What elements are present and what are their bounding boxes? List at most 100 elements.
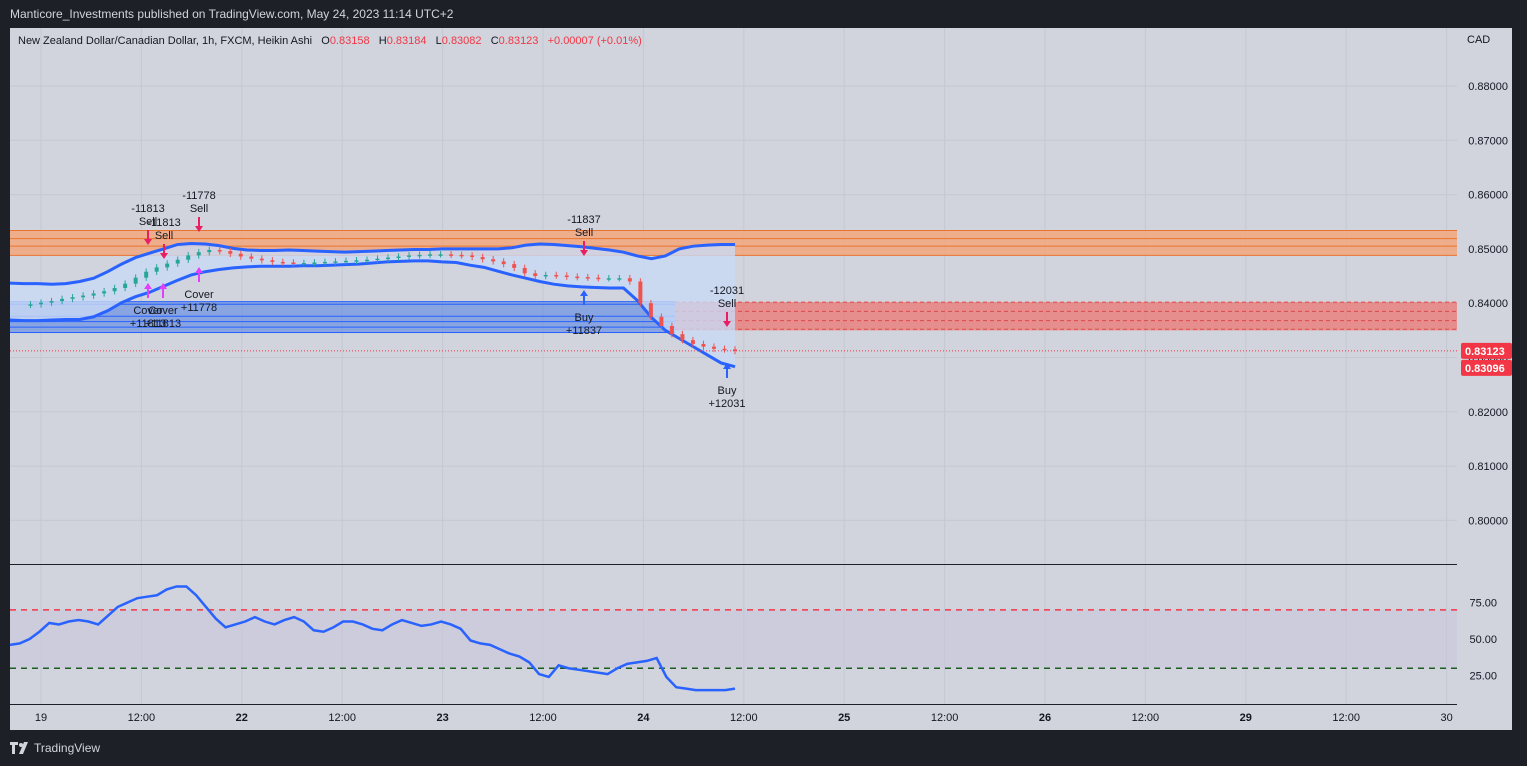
time-tick: 12:00 xyxy=(931,712,959,724)
candle-body xyxy=(270,260,275,262)
signal-label: Sell xyxy=(575,227,593,239)
last-price-label: 0.83123 xyxy=(1465,346,1505,358)
candle-body xyxy=(144,271,149,278)
oscillator-line xyxy=(9,585,736,692)
candle-body xyxy=(259,258,264,261)
tradingview-logo[interactable]: TradingView xyxy=(10,741,100,755)
signal-label: +11778 xyxy=(181,302,217,314)
time-tick: 19 xyxy=(35,712,47,724)
signal-label: Sell xyxy=(190,203,208,215)
candle-body xyxy=(543,274,548,277)
candle-body xyxy=(407,255,412,257)
candle-body xyxy=(343,260,348,263)
signal-label: +12031 xyxy=(708,398,745,410)
candle-body xyxy=(669,326,674,335)
legend-close: 0.83123 xyxy=(498,35,539,47)
signal-label: Sell xyxy=(155,230,173,242)
candle-body xyxy=(386,257,391,260)
signal-arrowhead xyxy=(195,267,203,273)
legend-c-label: C xyxy=(490,35,499,47)
signal-label: -11837 xyxy=(567,214,600,226)
tradingview-icon xyxy=(10,742,28,754)
candle-body xyxy=(70,297,75,299)
price-tick: 0.82000 xyxy=(1468,407,1508,419)
time-tick: 22 xyxy=(236,712,248,724)
currency-label: CAD xyxy=(1467,34,1491,46)
secondary-price-label: 0.83096 xyxy=(1465,363,1505,375)
candle-body xyxy=(638,281,643,304)
time-tick: 12:00 xyxy=(1132,712,1160,724)
secondary-price-badge xyxy=(1461,359,1512,376)
legend-high: 0.83184 xyxy=(386,35,427,47)
candle-body xyxy=(564,275,569,278)
sell-zone xyxy=(675,302,1457,331)
candle-body xyxy=(711,346,716,349)
signal-arrowhead xyxy=(723,363,731,369)
symbol-legend[interactable]: New Zealand Dollar/Canadian Dollar, 1h, … xyxy=(18,35,642,47)
candle-body xyxy=(333,261,338,263)
candle-body xyxy=(501,261,506,265)
candle-body xyxy=(512,264,517,268)
header-bar: Manticore_Investments published on Tradi… xyxy=(0,0,1527,28)
candle-body xyxy=(680,334,685,341)
candle-body xyxy=(438,254,443,256)
signal-label: Cover xyxy=(184,289,214,301)
signal-arrowhead xyxy=(580,250,588,256)
candle-body xyxy=(659,316,664,327)
price-tick: 0.85000 xyxy=(1468,244,1508,256)
signal-label: Cover xyxy=(148,305,178,317)
signal-arrowhead xyxy=(723,321,731,327)
candle-body xyxy=(364,259,369,262)
candle-body xyxy=(312,262,317,264)
price-tick: 0.87000 xyxy=(1468,135,1508,147)
oscillator-band-fill xyxy=(10,609,1457,669)
signal-label: Cover xyxy=(133,305,163,317)
signal-label: -11778 xyxy=(182,190,215,202)
candle-body xyxy=(186,255,191,260)
price-axis xyxy=(1457,28,1512,730)
candle-body xyxy=(207,249,212,253)
candle-body xyxy=(28,304,33,306)
legend-change: +0.00007 (+0.01%) xyxy=(547,35,642,47)
candle-body xyxy=(375,258,380,261)
right-frame xyxy=(1512,28,1527,730)
signal-label: +11813 xyxy=(145,318,181,330)
time-tick: 25 xyxy=(838,712,850,724)
candle-body xyxy=(722,348,727,351)
candle-body xyxy=(81,295,86,298)
candle-body xyxy=(175,259,180,264)
time-tick: 12:00 xyxy=(128,712,156,724)
candle-body xyxy=(627,278,632,282)
signal-arrowhead xyxy=(195,226,203,232)
candle-body xyxy=(91,293,96,296)
signal-label: -11813 xyxy=(147,217,180,229)
time-tick: 29 xyxy=(1240,712,1252,724)
candle-body xyxy=(522,267,527,274)
candle-body xyxy=(396,256,401,259)
time-axis xyxy=(10,705,1457,730)
candle-body xyxy=(354,260,359,262)
candle-body xyxy=(249,256,254,259)
signal-arrowhead xyxy=(580,290,588,296)
candle-body xyxy=(491,259,496,262)
candle-body xyxy=(585,277,590,279)
legend-low: 0.83082 xyxy=(441,35,482,47)
legend-symbol: New Zealand Dollar/Canadian Dollar, 1h, … xyxy=(18,35,313,47)
candle-body xyxy=(648,303,653,317)
legend-l-label: L xyxy=(435,35,442,47)
signal-label: -11813 xyxy=(131,203,164,215)
signal-label: +11837 xyxy=(566,325,602,337)
signal-label: Buy xyxy=(718,385,737,397)
candle-body xyxy=(701,343,706,347)
signal-label: +11813 xyxy=(130,318,166,330)
time-tick: 12:00 xyxy=(328,712,356,724)
last-price-badge xyxy=(1461,342,1512,359)
time-tick: 12:00 xyxy=(730,712,758,724)
time-tick: 26 xyxy=(1039,712,1051,724)
candle-body xyxy=(228,251,233,254)
lower-band-line xyxy=(9,259,736,369)
signal-label: Sell xyxy=(139,216,157,228)
signal-label: Sell xyxy=(718,298,736,310)
price-tick: 0.88000 xyxy=(1468,81,1508,93)
